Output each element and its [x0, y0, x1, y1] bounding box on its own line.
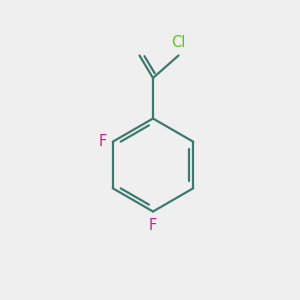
- Text: Cl: Cl: [171, 35, 186, 50]
- Text: F: F: [149, 218, 157, 233]
- Text: F: F: [99, 134, 107, 149]
